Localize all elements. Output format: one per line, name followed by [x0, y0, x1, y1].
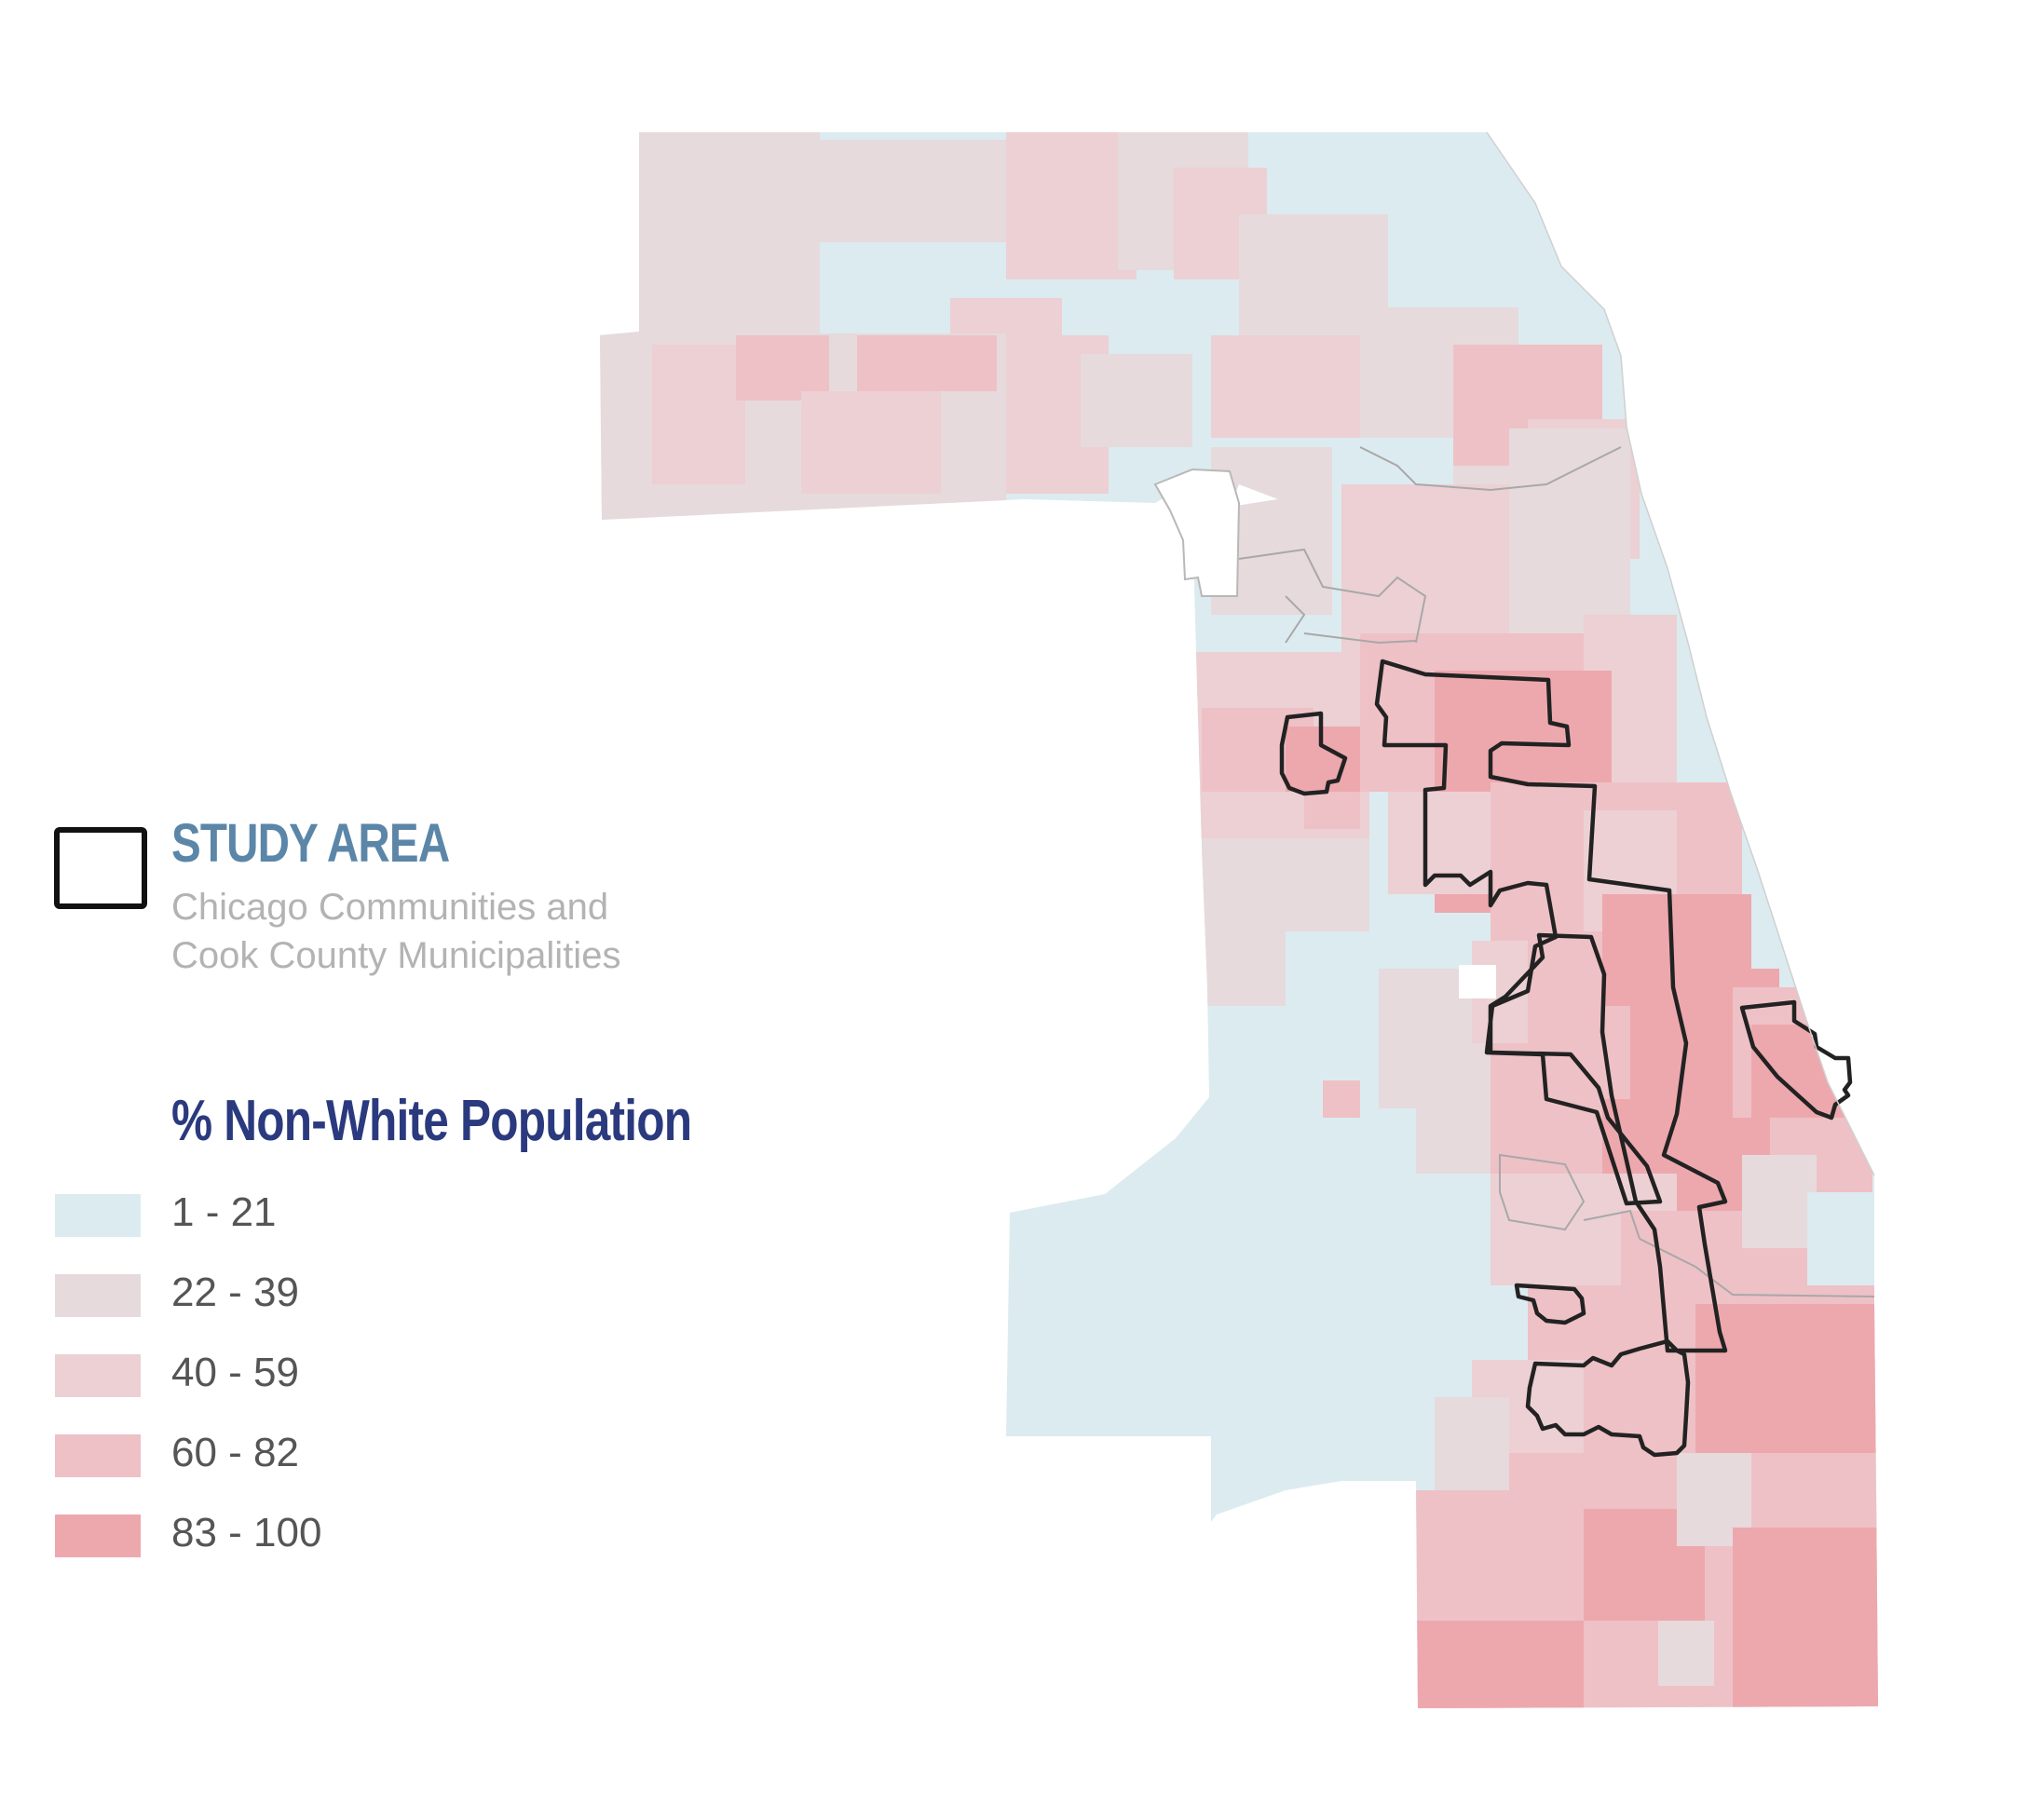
legend-population: % Non-White Population 1 - 21 22 - 39 40… [52, 1088, 891, 1609]
legend-item: 40 - 59 [52, 1345, 611, 1401]
study-area-boundary [1279, 711, 1348, 796]
legend-item: 22 - 39 [52, 1265, 611, 1321]
study-area-subtitle-line1: Chicago Communities and [171, 887, 609, 928]
tract-block [1435, 1397, 1509, 1490]
study-area-subtitle: Chicago Communities and Cook County Muni… [171, 883, 620, 980]
legend-label: 22 - 39 [171, 1270, 299, 1315]
tract-block [1742, 1155, 1817, 1248]
tract-block [1658, 1621, 1714, 1686]
legend-item: 83 - 100 [52, 1505, 611, 1561]
legend-label: 40 - 59 [171, 1350, 299, 1395]
tract-block [1388, 792, 1491, 894]
study-area-outlines [1279, 659, 1853, 1458]
legend-swatch [55, 1434, 141, 1477]
tract-block [652, 345, 745, 484]
county-outline [1486, 131, 1875, 1176]
excluded-area-ohare [1153, 468, 1241, 597]
study-area-boundary [1514, 1283, 1586, 1325]
tract-block [950, 298, 1062, 335]
legend-swatch [55, 1354, 141, 1397]
tract-block [820, 140, 1025, 242]
legend-study-area: STUDY AREA Chicago Communities and Cook … [52, 812, 797, 998]
tract-block [1006, 132, 1137, 279]
tract-block [600, 132, 820, 335]
tract-block [1202, 931, 1286, 1006]
study-area-boundary [1374, 659, 1728, 1353]
study-area-title: STUDY AREA [171, 813, 450, 874]
tract-block [1304, 792, 1360, 829]
legend-item: 1 - 21 [52, 1185, 611, 1241]
tract-block [1202, 838, 1369, 931]
tract-block [1416, 1621, 1584, 1708]
population-legend-title: % Non-White Population [171, 1089, 692, 1153]
legend-swatch [55, 1274, 141, 1317]
tract-block [1416, 1043, 1500, 1174]
tract-block [1733, 1528, 1878, 1708]
legend-label: 60 - 82 [171, 1430, 299, 1475]
study-area-boundary [1739, 999, 1853, 1121]
tract-block [801, 391, 941, 494]
legend-label: 83 - 100 [171, 1510, 322, 1555]
legend-swatch [55, 1514, 141, 1557]
tract-block [1081, 354, 1192, 447]
tract-block [1695, 1304, 1878, 1453]
legend-item: 60 - 82 [52, 1425, 611, 1481]
tract-block [1677, 782, 1742, 913]
municipal-boundaries [1238, 446, 1875, 1297]
tract-block [857, 335, 997, 391]
study-area-boundary [1525, 1338, 1691, 1458]
tract-block [736, 335, 829, 401]
study-area-swatch [54, 827, 147, 909]
legend-swatch [55, 1194, 141, 1237]
study-area-subtitle-line2: Cook County Municipalities [171, 935, 621, 976]
legend-label: 1 - 21 [171, 1189, 277, 1235]
tract-block [1323, 1080, 1360, 1118]
excluded-area-midway [1459, 965, 1496, 998]
